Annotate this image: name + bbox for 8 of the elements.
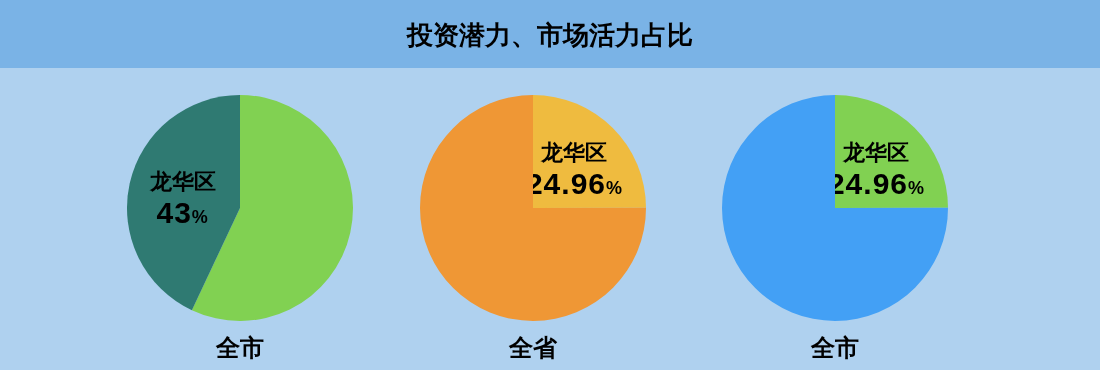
chart-title: 投资潜力、市场活力占比 (406, 20, 693, 50)
slice-label: 龙华区 (540, 140, 608, 166)
data-label: 43% (156, 196, 209, 230)
slice-label: 龙华区 (842, 140, 910, 166)
text: 全市 (215, 334, 264, 361)
text: 全市 (810, 334, 859, 361)
text: 全省 (508, 334, 558, 361)
slice-label: 龙华区 (148, 169, 216, 195)
